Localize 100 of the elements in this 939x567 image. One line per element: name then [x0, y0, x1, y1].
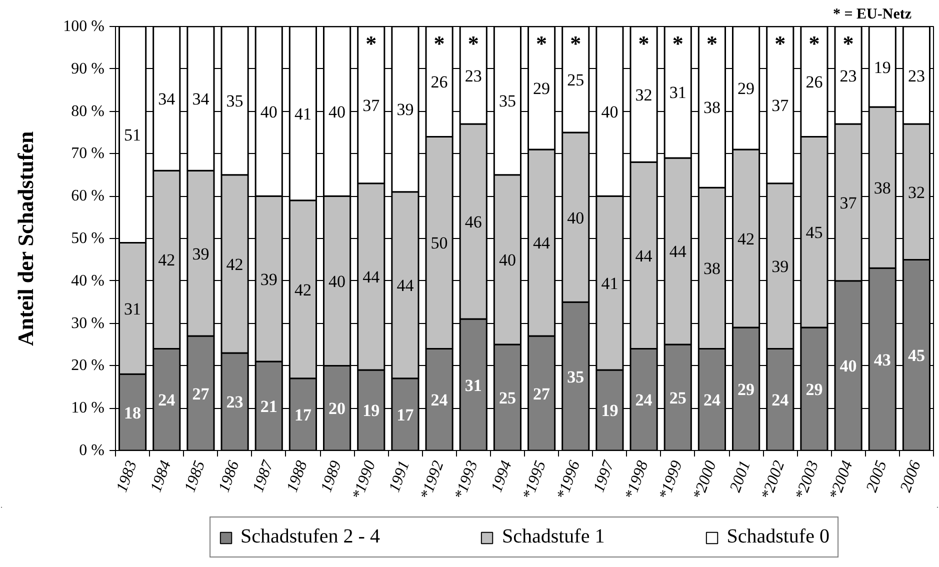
- data-label: 31: [464, 376, 482, 395]
- data-label: 24: [772, 390, 790, 410]
- data-label: 37: [840, 193, 858, 212]
- data-label: 32: [635, 85, 652, 104]
- data-label: 39: [260, 270, 278, 289]
- legend-label: Schadstufe 1: [502, 526, 605, 548]
- data-label: 42: [226, 254, 244, 274]
- data-label: 32: [908, 182, 925, 202]
- x-tick-label: 1989: [318, 458, 346, 494]
- text: * = EU-Netz: [832, 6, 912, 22]
- annotation: *: [536, 30, 548, 56]
- data-label: 38: [703, 98, 720, 118]
- x-tick-label: 2001: [727, 458, 754, 494]
- data-label: 40: [328, 102, 346, 122]
- x-tick-label: 1985: [182, 458, 209, 494]
- annotation: *: [468, 30, 479, 56]
- data-label: 35: [226, 92, 244, 111]
- data-label: 21: [260, 396, 278, 416]
- y-tick-label: 100 %: [63, 18, 104, 35]
- x-tick-label: *1993: [452, 458, 482, 502]
- y-tick-label: 40 %: [71, 272, 104, 290]
- annotation: *: [808, 30, 820, 56]
- x-tick-label: 1991: [386, 458, 414, 494]
- y-tick-label: 90 %: [71, 60, 104, 78]
- y-tick-label: 60 %: [71, 188, 104, 205]
- data-label: 25: [669, 388, 686, 408]
- x-tick-label: 1987: [250, 458, 278, 494]
- x-tick-label: *1992: [418, 458, 448, 502]
- data-label: 40: [567, 208, 584, 228]
- x-tick-label: 1997: [590, 458, 618, 494]
- data-label: 51: [124, 126, 142, 145]
- data-label: 40: [601, 102, 618, 122]
- data-label: 46: [464, 212, 482, 232]
- data-label: 29: [806, 380, 823, 400]
- x-tick-label: *2000: [690, 458, 720, 502]
- data-label: 37: [772, 96, 790, 115]
- data-label: 29: [533, 78, 550, 98]
- x-tick-label: 2006: [897, 458, 924, 494]
- x-tick-label: *1995: [520, 458, 550, 502]
- data-label: 43: [874, 350, 891, 370]
- data-label: 50: [430, 234, 448, 253]
- y-tick-label: 70 %: [71, 145, 104, 162]
- data-label: 29: [738, 78, 755, 98]
- data-label: 31: [669, 83, 686, 102]
- data-label: 38: [874, 178, 891, 198]
- data-label: 31: [124, 299, 142, 318]
- data-label: 38: [703, 259, 720, 278]
- data-label: 25: [498, 388, 516, 408]
- data-label: 35: [498, 92, 516, 111]
- data-label: 45: [908, 346, 925, 366]
- data-label: 19: [601, 401, 618, 420]
- y-tick-label: 0 %: [79, 442, 104, 459]
- data-label: 24: [158, 390, 176, 410]
- data-label: 44: [669, 242, 687, 262]
- x-tick-label: 1994: [488, 458, 516, 494]
- data-label: 26: [430, 72, 448, 92]
- x-tick-label: *1998: [622, 458, 652, 502]
- annotation: *: [638, 30, 650, 56]
- annotation: *: [774, 30, 786, 56]
- data-label: 39: [192, 244, 210, 264]
- x-tick-label: *2003: [792, 458, 822, 502]
- data-label: 19: [874, 58, 891, 77]
- y-axis-title: Anteil der Schadstufen: [13, 131, 38, 346]
- data-label: 24: [635, 390, 653, 410]
- data-label: 41: [601, 274, 618, 294]
- data-label: 40: [260, 102, 278, 122]
- data-label: 44: [362, 268, 380, 287]
- data-label: 18: [124, 403, 142, 422]
- data-label: 23: [908, 66, 925, 86]
- y-tick-label: 30 %: [71, 314, 104, 332]
- x-tick-label: *2004: [826, 458, 856, 502]
- data-label: 44: [635, 246, 653, 266]
- x-tick-label: *1996: [554, 458, 584, 502]
- x-tick-label: 1984: [148, 458, 175, 494]
- x-tick-label: 1986: [216, 458, 243, 494]
- annotation: *: [434, 30, 445, 56]
- data-label: 35: [567, 367, 584, 386]
- data-label: 34: [192, 90, 210, 109]
- data-label: 42: [158, 250, 176, 270]
- y-tick-label: 20 %: [71, 357, 104, 374]
- data-label: 20: [328, 399, 346, 418]
- data-label: 17: [294, 405, 312, 424]
- data-label: 40: [840, 356, 857, 376]
- data-label: 44: [396, 276, 414, 296]
- data-label: 24: [430, 390, 448, 410]
- legend-label: Schadstufen 2 - 4: [240, 526, 380, 548]
- annotation: *: [706, 30, 718, 56]
- annotation: *: [366, 30, 377, 56]
- y-tick-label: 80 %: [71, 102, 104, 120]
- x-tick-label: 1988: [284, 458, 311, 494]
- x-tick-label: 2005: [863, 458, 890, 494]
- annotation: *: [570, 30, 582, 56]
- x-tick-label: *1999: [656, 458, 686, 502]
- data-label: 40: [498, 250, 516, 270]
- legend-label: Schadstufe 0: [726, 526, 830, 548]
- data-label: 29: [738, 380, 755, 400]
- data-label: 42: [294, 280, 312, 300]
- data-label: 26: [806, 72, 823, 92]
- data-label: 44: [533, 234, 551, 253]
- data-label: 37: [362, 96, 380, 115]
